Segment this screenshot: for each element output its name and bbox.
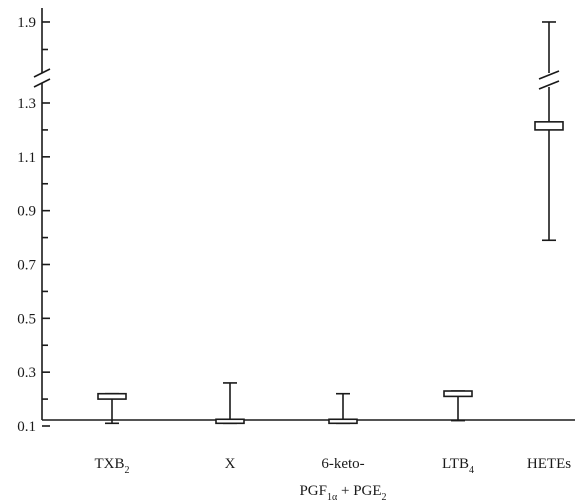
y-tick-label: 1.1 (17, 150, 36, 166)
box (328, 418, 358, 425)
y-tick-label: 0.3 (17, 365, 36, 381)
range-mark (215, 382, 245, 425)
y-tick-label: 0.9 (17, 204, 36, 220)
y-tick-label: 0.1 (17, 419, 36, 435)
box (534, 121, 564, 131)
y-ticks: 0.1 0.3 0.5 0.7 0.9 1.1 1.3 1.9 (17, 15, 50, 435)
y-axis-break-mark (33, 78, 51, 88)
y-tick-label: 1.3 (17, 96, 36, 112)
x-category-label: TXB2 (95, 456, 130, 476)
box (443, 390, 473, 398)
marks (97, 21, 564, 425)
x-category-label: LTB4 (442, 456, 474, 476)
box (97, 392, 127, 400)
x-labels: TXB2 X 6-keto- PGF1α + PGE2 LTB4 HETEs (95, 456, 572, 503)
range-mark (443, 390, 473, 422)
range-mark (328, 392, 358, 425)
y-axis-break-mark (33, 68, 51, 78)
range-mark (97, 392, 127, 425)
x-category-label-line2: PGF1α + PGE2 (299, 483, 386, 503)
range-mark (534, 21, 564, 242)
box (215, 418, 245, 425)
x-category-label: X (225, 456, 236, 472)
whisker-break-mark (538, 80, 560, 90)
x-category-label: HETEs (527, 456, 571, 472)
y-tick-label: 0.5 (17, 311, 36, 327)
y-tick-label: 0.7 (17, 257, 36, 273)
y-tick-label: 1.9 (17, 15, 36, 31)
x-category-label: 6-keto- (321, 456, 364, 472)
whisker-break-mark (538, 70, 560, 80)
axes (33, 8, 575, 421)
